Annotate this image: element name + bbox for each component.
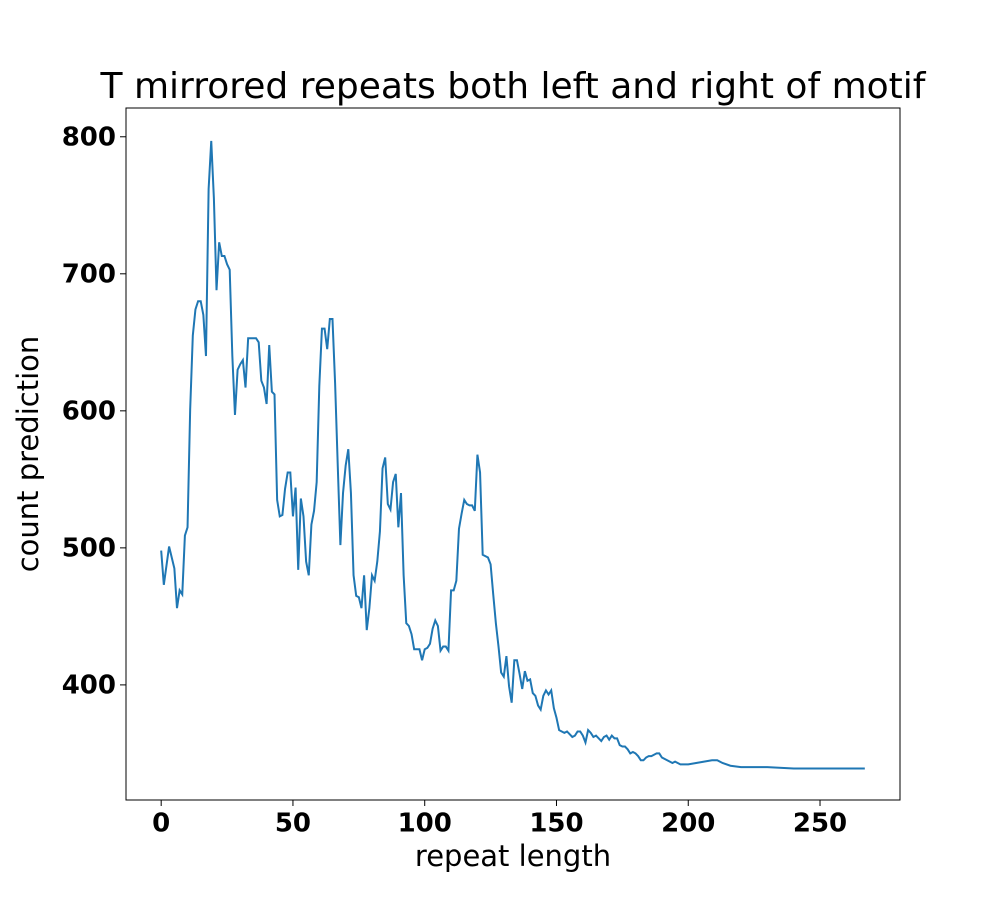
y-tick-label: 500 — [62, 533, 116, 563]
x-tick-label: 100 — [398, 809, 452, 839]
y-tick-label: 700 — [62, 259, 116, 289]
y-tick-label: 800 — [62, 122, 116, 152]
x-tick-label: 0 — [152, 809, 170, 839]
x-tick-label: 250 — [793, 809, 847, 839]
y-axis-label: count prediction — [11, 336, 45, 573]
plot-frame — [125, 107, 901, 801]
y-tick-label: 400 — [62, 670, 116, 700]
x-tick-label: 150 — [529, 809, 583, 839]
x-tick-label: 50 — [275, 809, 311, 839]
data-line — [160, 140, 865, 770]
chart-title: T mirrored repeats both left and right o… — [100, 66, 927, 107]
x-tick-label: 200 — [661, 809, 715, 839]
x-axis-label: repeat length — [415, 839, 611, 873]
y-tick-label: 600 — [62, 396, 116, 426]
